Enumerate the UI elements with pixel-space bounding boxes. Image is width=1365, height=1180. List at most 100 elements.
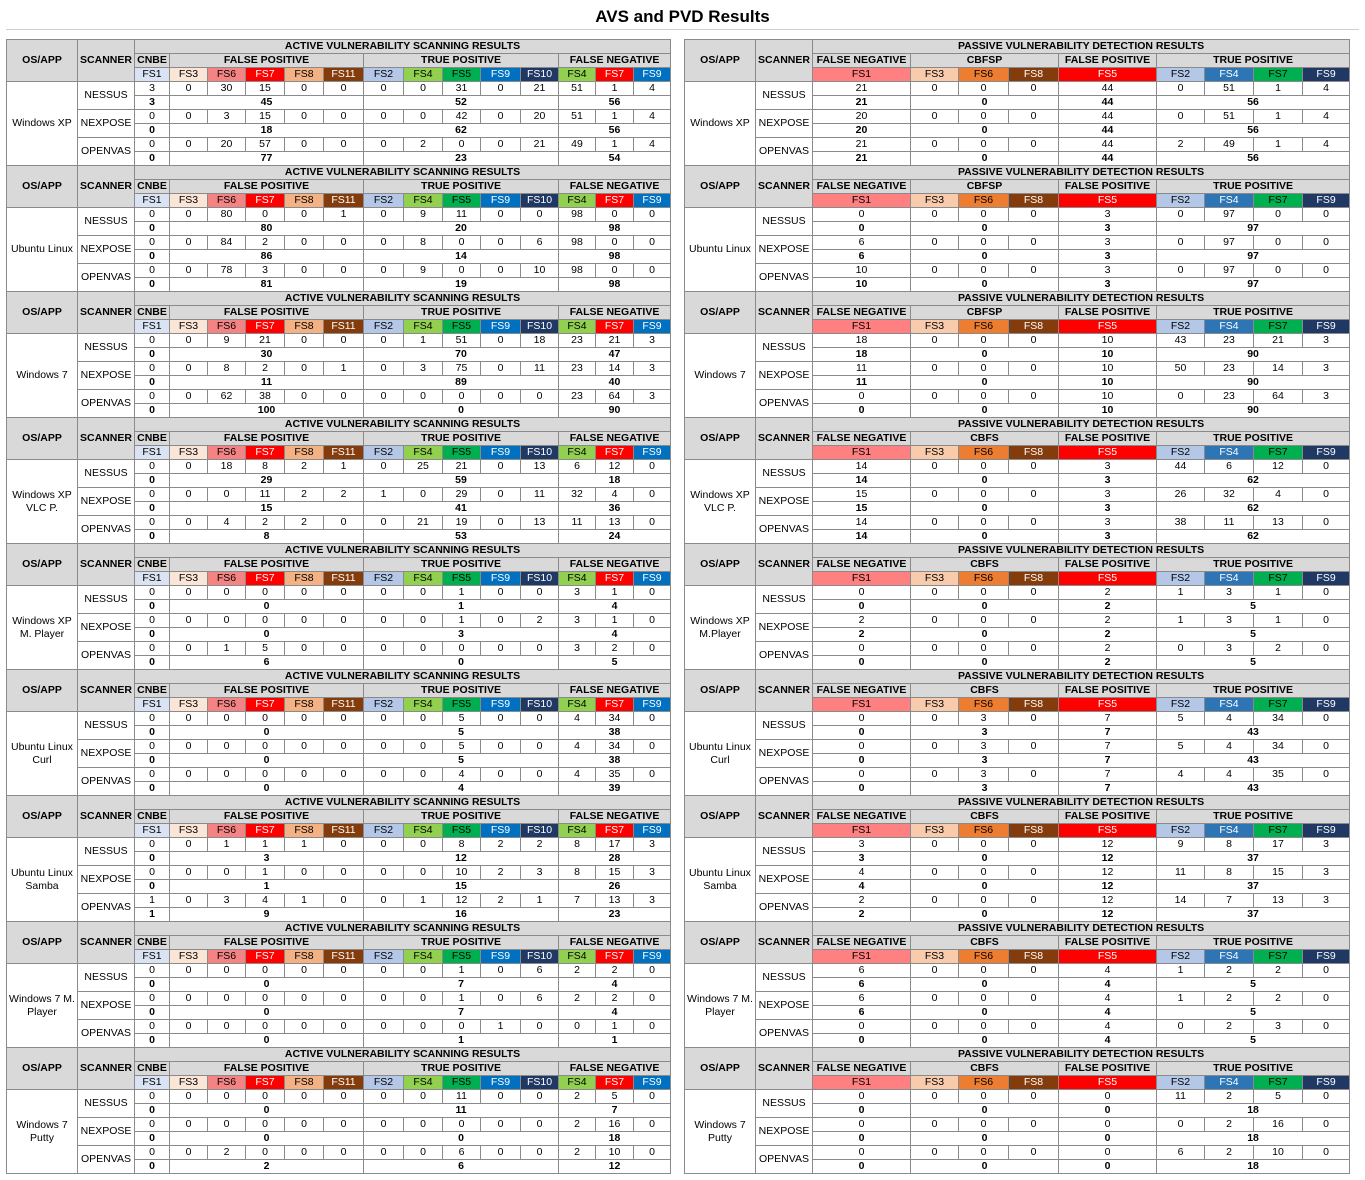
false-negative-header: FALSE NEGATIVE	[812, 809, 911, 824]
os-app-header: OS/APP	[684, 291, 756, 334]
value-cell: 97	[1204, 263, 1254, 278]
value-cell: 2	[558, 1145, 596, 1160]
value-cell: 0	[134, 389, 170, 404]
value-cell: 0	[910, 865, 959, 880]
cnbe-total: 0	[134, 473, 170, 488]
tp-total: 23	[363, 151, 559, 166]
os-app-header: OS/APP	[6, 39, 78, 82]
value-cell: 0	[1301, 613, 1351, 628]
scanner-name: NESSUS	[77, 81, 135, 110]
cnbe-total: 0	[134, 221, 170, 236]
value-cell: 15	[245, 109, 285, 124]
value-cell: 20	[812, 109, 911, 124]
value-cell: 0	[323, 963, 364, 978]
fs-label-fs2: FS2	[363, 1075, 404, 1090]
value-cell: 6	[558, 459, 596, 474]
value-cell: 2	[558, 963, 596, 978]
cnbe-total: 0	[134, 1103, 170, 1118]
value-cell: 0	[1301, 207, 1351, 222]
scanner-name: NEXPOSE	[77, 109, 135, 138]
scanner-name: OPENVAS	[755, 263, 813, 292]
fs-label-fs8: FS8	[284, 445, 324, 460]
fp-total: 12	[1058, 879, 1157, 894]
value-cell: 0	[1008, 515, 1059, 530]
fs-label-fs9: FS9	[480, 1075, 521, 1090]
scanner-name: NEXPOSE	[77, 235, 135, 264]
value-cell: 0	[169, 1089, 208, 1104]
value-cell: 0	[284, 235, 324, 250]
false-negative-header: FALSE NEGATIVE	[812, 305, 911, 320]
value-cell: 0	[284, 585, 324, 600]
fn-total: 56	[557, 95, 672, 110]
value-cell: 2	[520, 613, 559, 628]
value-cell: 0	[632, 207, 672, 222]
value-cell: 34	[1253, 711, 1303, 726]
fs-label-fs9: FS9	[632, 949, 672, 964]
fs-label-fs1: FS1	[812, 445, 911, 460]
value-cell: 0	[1301, 767, 1351, 782]
fs-label-fs8: FS8	[284, 1075, 324, 1090]
tp-total: 90	[1155, 375, 1351, 390]
fs-label-fs11: FS11	[323, 697, 364, 712]
value-cell: 38	[245, 389, 285, 404]
value-cell: 0	[520, 767, 559, 782]
fs-label-fs4: FS4	[558, 823, 596, 838]
fs-label-fs5: FS5	[1058, 697, 1157, 712]
value-cell: 0	[632, 613, 672, 628]
tp-total: 70	[363, 347, 559, 362]
value-cell: 0	[442, 1117, 481, 1132]
value-cell: 3	[632, 893, 672, 908]
value-cell: 1	[480, 1019, 521, 1034]
tp-total: 3	[363, 627, 559, 642]
value-cell: 0	[1301, 263, 1351, 278]
scanner-header: SCANNER	[755, 795, 813, 838]
value-cell: 30	[207, 81, 246, 96]
value-cell: 0	[632, 641, 672, 656]
fs-label-fs9: FS9	[1301, 823, 1351, 838]
value-cell: 0	[403, 711, 443, 726]
value-cell: 4	[207, 515, 246, 530]
value-cell: 0	[1008, 963, 1059, 978]
scanner-name: OPENVAS	[77, 137, 135, 166]
value-cell: 21	[245, 333, 285, 348]
fn-total: 3	[812, 851, 911, 866]
scanner-name: NESSUS	[77, 333, 135, 362]
fs-label-fs9: FS9	[1301, 319, 1351, 334]
value-cell: 3	[958, 711, 1009, 726]
os-app-name: Windows 7 M. Player	[684, 963, 756, 1048]
value-cell: 0	[480, 207, 521, 222]
value-cell: 0	[480, 641, 521, 656]
value-cell: 84	[207, 235, 246, 250]
cbfs-total: 0	[910, 1131, 1059, 1146]
value-cell: 5	[1156, 739, 1205, 754]
value-cell: 6	[520, 235, 559, 250]
cnbe-total: 0	[134, 277, 170, 292]
value-cell: 11	[812, 361, 911, 376]
cnbe-total: 0	[134, 879, 170, 894]
value-cell: 0	[958, 1145, 1009, 1160]
value-cell: 7	[558, 893, 596, 908]
value-cell: 6	[812, 991, 911, 1006]
value-cell: 25	[403, 459, 443, 474]
value-cell: 5	[1253, 1089, 1303, 1104]
fs-label-fs9: FS9	[632, 571, 672, 586]
fs-label-fs5: FS5	[442, 193, 481, 208]
tp-total: 5	[363, 753, 559, 768]
cbfs-header: CBFSP	[910, 179, 1059, 194]
value-cell: 0	[169, 739, 208, 754]
scanner-name: OPENVAS	[77, 893, 135, 922]
scanner-header: SCANNER	[755, 921, 813, 964]
value-cell: 0	[1008, 263, 1059, 278]
true-positive-header: TRUE POSITIVE	[1155, 1061, 1351, 1076]
true-positive-header: TRUE POSITIVE	[1155, 431, 1351, 446]
true-positive-header: TRUE POSITIVE	[363, 53, 559, 68]
false-negative-header: FALSE NEGATIVE	[812, 935, 911, 950]
value-cell: 0	[245, 991, 285, 1006]
value-cell: 0	[323, 109, 364, 124]
value-cell: 0	[910, 515, 959, 530]
value-cell: 0	[284, 1145, 324, 1160]
fs-label-fs4: FS4	[558, 193, 596, 208]
value-cell: 0	[958, 1089, 1009, 1104]
false-negative-header: FALSE NEGATIVE	[557, 1061, 672, 1076]
fn-total: 14	[812, 529, 911, 544]
